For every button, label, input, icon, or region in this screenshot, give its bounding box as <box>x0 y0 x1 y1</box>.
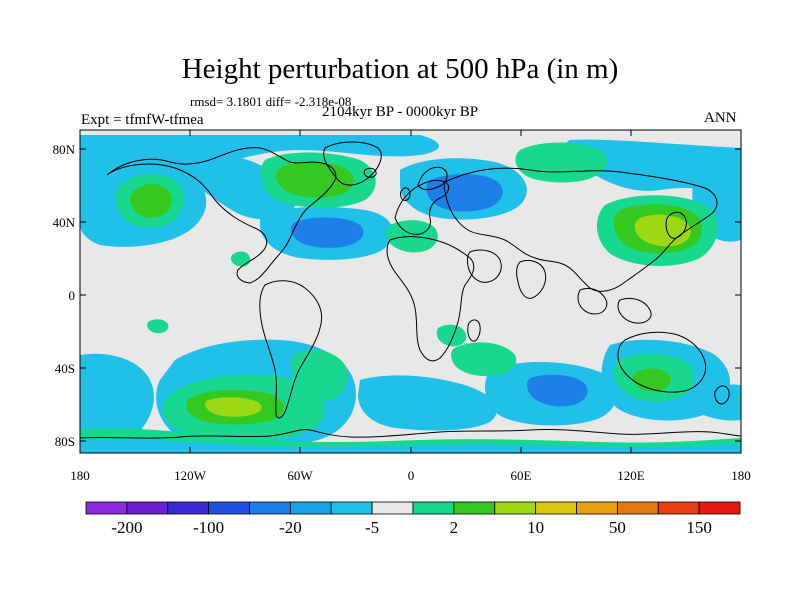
colorbar-label: -5 <box>365 518 380 537</box>
coast-scandinavia <box>417 166 448 191</box>
colorbar <box>85 501 741 515</box>
coast-southeast-asia <box>577 287 652 324</box>
colorbar-swatch <box>371 501 414 515</box>
colorbar-swatch <box>698 501 741 515</box>
lon-label: 60E <box>511 468 532 483</box>
colorbar-swatch <box>249 501 291 515</box>
contour-blue-tasman <box>687 384 741 421</box>
season-label: ANN <box>704 110 737 126</box>
colorbar-swatch <box>330 501 373 515</box>
contour-green-east-asia-core <box>634 214 691 247</box>
coast-australia <box>617 331 707 393</box>
contour-green-south-pacific-peak <box>205 397 262 417</box>
lat-label: 80S <box>55 434 75 449</box>
stats-text: rmsd= 3.1801 diff= -2.318e-08 <box>190 94 352 109</box>
contour-green-south-america-south <box>291 349 348 402</box>
colorbar-swatch <box>576 501 618 515</box>
coast-south-america <box>259 280 323 419</box>
contour-blue-north-atlantic-core <box>290 217 364 248</box>
colorbar-swatch <box>126 501 169 515</box>
contour-green-south-africa <box>436 324 467 347</box>
colorbar-swatch <box>453 501 496 515</box>
contour-blue-south-atlantic <box>358 375 497 431</box>
colorbar-label: -20 <box>279 518 302 537</box>
tick-marks <box>80 130 741 453</box>
lon-label: 120E <box>617 468 645 483</box>
lat-label: 40S <box>55 361 75 376</box>
lat-label: 0 <box>69 288 76 303</box>
coast-greenland <box>323 141 382 186</box>
coast-new-zealand <box>714 385 730 405</box>
contour-blue-antarctic-band <box>80 438 741 453</box>
contour-blue-south-pacific-west <box>80 353 154 450</box>
coast-madagascar <box>467 319 481 342</box>
colorbar-swatch <box>289 501 332 515</box>
coast-japan <box>665 211 687 239</box>
colorbar-label: 2 <box>449 518 459 537</box>
colorbar-swatch <box>494 501 537 515</box>
contour-green-central-america <box>230 251 251 267</box>
colorbar-swatch <box>167 501 210 515</box>
latitude-labels: 80N 40N 0 40S 80S <box>53 142 76 449</box>
coast-iceland-islands <box>363 167 377 178</box>
coast-europe <box>394 179 450 235</box>
coast-africa <box>386 236 475 362</box>
contour-blue-south-indian-core <box>527 374 588 407</box>
colorbar-swatch <box>85 501 128 515</box>
colorbar-label: -200 <box>111 518 143 537</box>
map-title: Height perturbation at 500 hPa (in m) <box>181 53 619 85</box>
colorbar-swatch <box>535 501 577 515</box>
coast-asia <box>443 167 718 292</box>
contour-green-tropical-pacific <box>147 319 169 334</box>
contour-fields <box>80 135 741 453</box>
lon-label: 120W <box>174 468 207 483</box>
coast-antarctica <box>80 428 741 439</box>
longitude-labels: 180 120W 60W 0 60E 120E 180 <box>70 468 751 483</box>
lat-label: 40N <box>53 215 76 230</box>
coast-arabia-india <box>466 249 547 299</box>
colorbar-label: 10 <box>527 518 545 537</box>
lon-label: 180 <box>731 468 751 483</box>
coast-north-america <box>106 147 337 284</box>
colorbar-swatch <box>412 501 455 515</box>
contour-green-indian-ocean <box>451 342 517 377</box>
colorbar-swatch <box>616 501 659 515</box>
contour-green-alaska-core <box>129 184 172 218</box>
coast-british-isles <box>400 187 411 201</box>
coastlines <box>80 141 741 439</box>
lon-label: 0 <box>408 468 415 483</box>
colorbar-swatch <box>657 501 700 515</box>
contour-blue-eurasia-core <box>426 174 503 212</box>
colorbar-label: 150 <box>686 518 712 537</box>
lat-label: 80N <box>53 142 76 157</box>
contour-green-north-atlantic <box>515 142 608 183</box>
colorbar-label: 50 <box>608 518 626 537</box>
lon-label: 60W <box>287 468 313 483</box>
experiment-label: Expt = tfmfW-tfmea <box>81 112 204 128</box>
colorbar-swatch <box>208 501 250 515</box>
lon-label: 180 <box>70 468 90 483</box>
period-label: 2104kyr BP - 0000kyr BP <box>322 104 479 120</box>
colorbar-label: -100 <box>193 518 225 537</box>
